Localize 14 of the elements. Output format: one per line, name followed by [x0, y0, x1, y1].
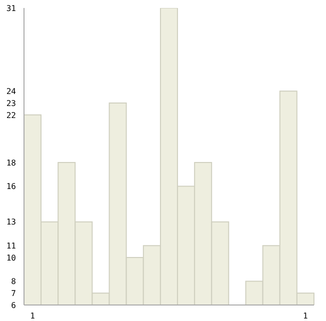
y-tick-label: 6 [11, 300, 16, 310]
y-tick-label: 8 [11, 277, 16, 286]
y-tick-label: 31 [6, 4, 16, 13]
y-tick-label: 11 [6, 241, 16, 250]
y-tick-label: 7 [11, 288, 16, 298]
y-tick-label: 13 [6, 218, 16, 227]
y-tick-label: 22 [6, 110, 16, 120]
y-tick-label: 10 [6, 253, 16, 262]
x-tick-label: 1 [303, 312, 308, 321]
x-tick-label: 1 [30, 312, 36, 321]
y-tick-label: 23 [6, 98, 16, 108]
y-tick-label: 24 [6, 87, 16, 96]
y-tick-label: 18 [6, 158, 16, 168]
y-tick-label: 16 [6, 182, 16, 192]
